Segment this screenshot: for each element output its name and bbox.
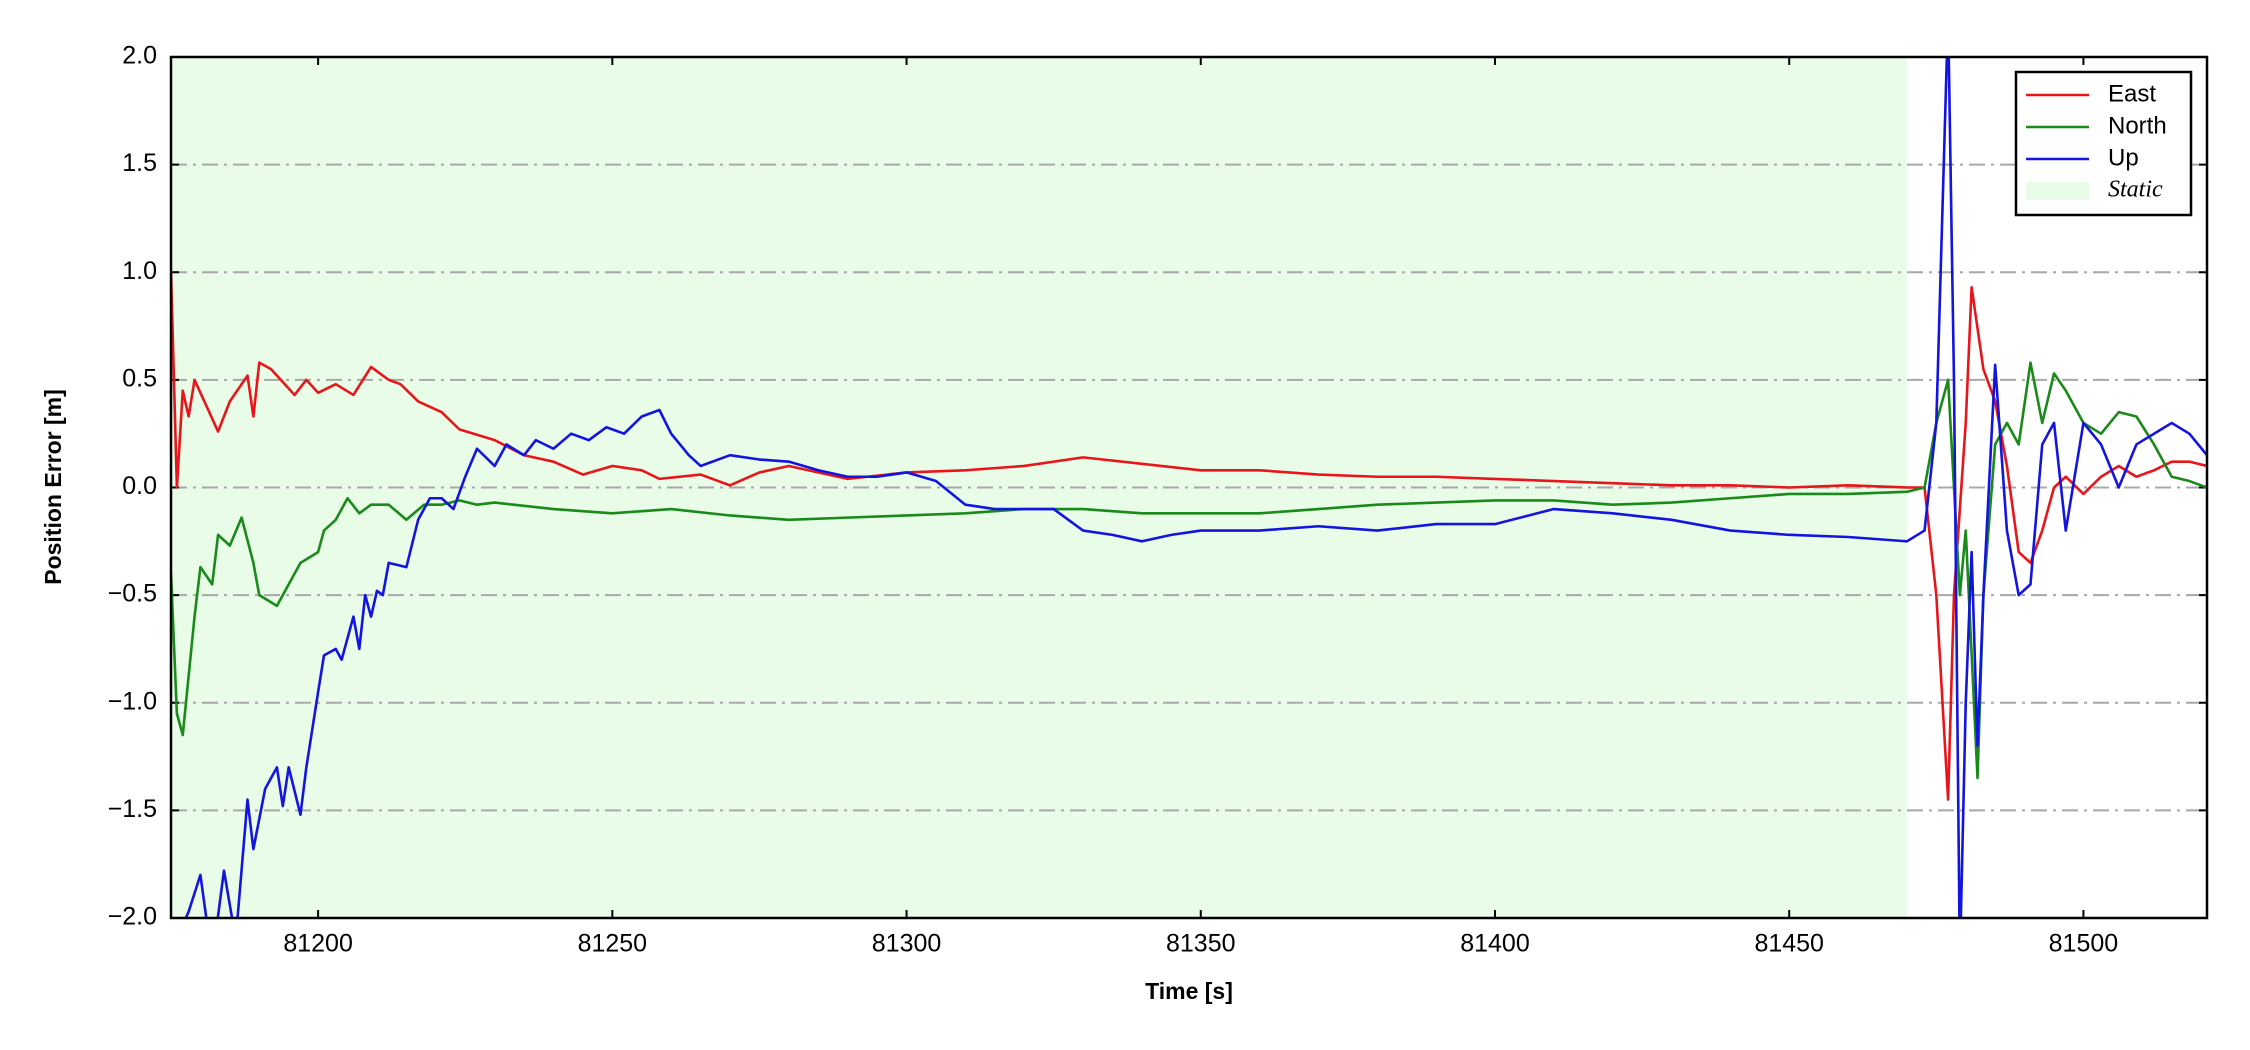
x-tick-label: 81350	[1166, 930, 1236, 958]
y-tick-label: 0.0	[122, 472, 157, 500]
legend-label: Static	[2108, 177, 2163, 203]
y-tick-label: 2.0	[122, 42, 157, 70]
legend-swatch	[2026, 182, 2089, 200]
series-line	[171, 272, 2207, 801]
legend: East North Up Static	[2014, 70, 2193, 217]
x-tick-label: 81400	[1460, 930, 1530, 958]
x-axis-label: Time [s]	[1145, 978, 1233, 1004]
x-tick-label: 81200	[283, 930, 353, 958]
series-line	[184, 57, 2207, 918]
y-tick-label: −1.5	[108, 795, 157, 823]
y-tick-label: −2.0	[108, 903, 157, 931]
y-tick-label: −0.5	[108, 580, 157, 608]
y-tick-label: −1.0	[108, 687, 157, 715]
y-tick-label: 1.0	[122, 257, 157, 285]
legend-label: North	[2108, 112, 2167, 139]
legend-label: Up	[2108, 144, 2139, 171]
y-tick-label: 0.5	[122, 364, 157, 392]
x-tick-label: 81500	[2049, 930, 2119, 958]
x-tick-label: 81300	[872, 930, 942, 958]
series-line	[171, 361, 2207, 780]
y-tick-label: 1.5	[122, 149, 157, 177]
x-tick-label: 81450	[1754, 930, 1824, 958]
x-tick-label: 81250	[578, 930, 648, 958]
plot-frame	[169, 55, 2209, 920]
legend-label: East	[2108, 80, 2156, 107]
y-axis-label: Position Error [m]	[40, 389, 66, 585]
